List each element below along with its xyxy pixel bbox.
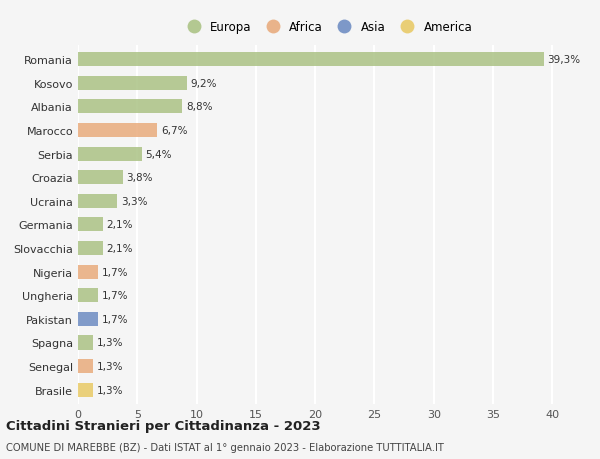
Text: 2,1%: 2,1% — [106, 220, 133, 230]
Bar — [78, 147, 142, 161]
Text: 3,8%: 3,8% — [127, 173, 153, 183]
Text: 2,1%: 2,1% — [106, 243, 133, 253]
Text: 1,7%: 1,7% — [102, 314, 128, 324]
Bar — [78, 100, 182, 114]
Text: 1,7%: 1,7% — [102, 291, 128, 301]
Text: Cittadini Stranieri per Cittadinanza - 2023: Cittadini Stranieri per Cittadinanza - 2… — [6, 419, 320, 432]
Text: 5,4%: 5,4% — [146, 149, 172, 159]
Bar — [78, 289, 98, 302]
Bar — [78, 265, 98, 279]
Text: 3,3%: 3,3% — [121, 196, 147, 207]
Text: 9,2%: 9,2% — [191, 78, 217, 89]
Bar — [78, 171, 123, 185]
Legend: Europa, Africa, Asia, America: Europa, Africa, Asia, America — [179, 19, 475, 36]
Text: 1,7%: 1,7% — [102, 267, 128, 277]
Bar — [78, 336, 94, 350]
Text: COMUNE DI MAREBBE (BZ) - Dati ISTAT al 1° gennaio 2023 - Elaborazione TUTTITALIA: COMUNE DI MAREBBE (BZ) - Dati ISTAT al 1… — [6, 442, 444, 452]
Text: 8,8%: 8,8% — [186, 102, 212, 112]
Bar — [78, 241, 103, 256]
Bar — [78, 218, 103, 232]
Bar — [78, 194, 117, 208]
Bar — [78, 77, 187, 91]
Text: 6,7%: 6,7% — [161, 126, 187, 136]
Bar — [78, 359, 94, 373]
Bar — [78, 312, 98, 326]
Bar — [78, 123, 157, 138]
Text: 39,3%: 39,3% — [548, 55, 581, 65]
Text: 1,3%: 1,3% — [97, 385, 124, 395]
Bar — [78, 53, 544, 67]
Text: 1,3%: 1,3% — [97, 338, 124, 347]
Bar — [78, 383, 94, 397]
Text: 1,3%: 1,3% — [97, 361, 124, 371]
